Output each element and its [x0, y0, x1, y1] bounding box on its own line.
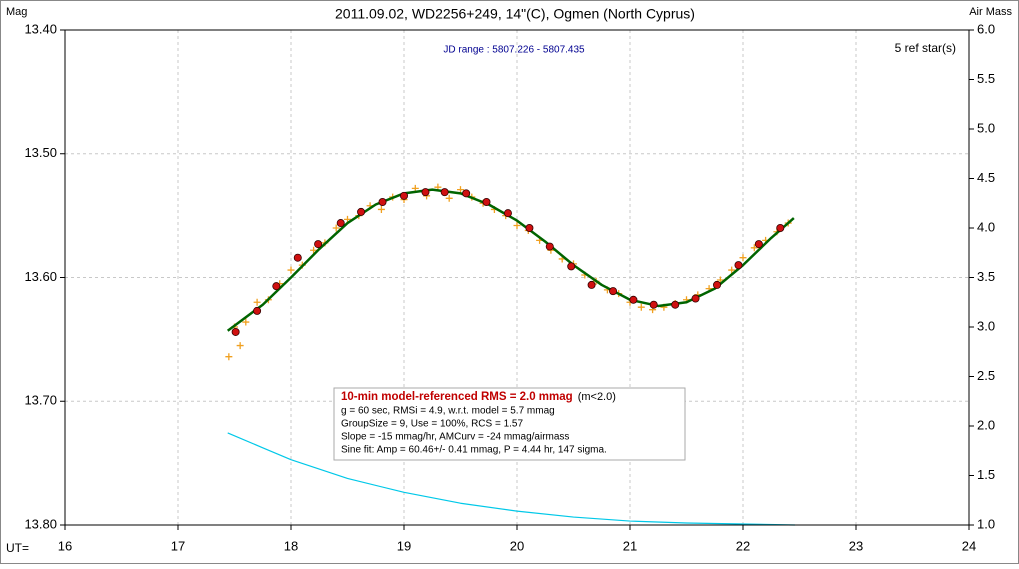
x-tick-label: 17 [171, 538, 185, 553]
info-line: g = 60 sec, RMSi = 4.9, w.r.t. model = 5… [341, 406, 555, 417]
raw-point [739, 254, 747, 262]
jd-range: JD range : 5807.226 - 5807.435 [443, 45, 585, 56]
x-tick-label: 23 [849, 538, 863, 553]
y2-tick-label: 1.5 [977, 467, 995, 482]
sine-fit [226, 188, 795, 332]
binned-point [545, 242, 554, 251]
binned-point [776, 223, 785, 232]
raw-point [253, 298, 261, 306]
binned-point [231, 327, 240, 336]
binned-point [272, 282, 281, 291]
y2-tick-label: 3.5 [977, 269, 995, 284]
y2-axis-label: Air Mass [969, 6, 1012, 18]
raw-point [310, 246, 318, 254]
raw-point [750, 244, 758, 252]
y2-tick-label: 4.0 [977, 219, 995, 234]
raw-point [377, 205, 385, 213]
binned-point [691, 294, 700, 303]
binned-point [399, 191, 408, 200]
y2-tick-label: 5.5 [977, 71, 995, 86]
raw-point [637, 303, 645, 311]
binned-point [587, 280, 596, 289]
info-headline-text: 10-min model-referenced RMS = 2.0 mmag [341, 391, 573, 403]
y-tick-label: 13.50 [24, 145, 57, 160]
binned-point [378, 198, 387, 207]
x-tick-label: 20 [510, 538, 524, 553]
y2-tick-label: 5.0 [977, 120, 995, 135]
x-axis-label: UT= [6, 541, 29, 555]
raw-point [445, 194, 453, 202]
binned-point [314, 240, 323, 249]
chart-title: 2011.09.02, WD2256+249, 14"(C), Ogmen (N… [335, 6, 695, 22]
binned-point [336, 219, 345, 228]
y2-tick-label: 4.5 [977, 170, 995, 185]
x-tick-label: 21 [623, 538, 637, 553]
y2-tick-label: 2.5 [977, 368, 995, 383]
binned-point [609, 287, 618, 296]
y-tick-label: 13.80 [24, 516, 57, 531]
info-headline: 10-min model-referenced RMS = 2.0 mmag (m… [341, 391, 616, 403]
info-box [333, 387, 686, 461]
info-line: Sine fit: Amp = 60.46+/- 0.41 mmag, P = … [341, 445, 607, 456]
y2-tick-label: 1.0 [977, 516, 995, 531]
raw-point [716, 276, 724, 284]
binned-point [734, 261, 743, 270]
raw-point [513, 222, 521, 230]
binned-point [462, 189, 471, 198]
raw-point [225, 353, 233, 361]
x-tick-label: 16 [58, 538, 72, 553]
binned-point [440, 188, 449, 197]
binned-point [253, 306, 262, 315]
y-tick-label: 13.40 [24, 21, 57, 36]
y-tick-label: 13.70 [24, 393, 57, 408]
info-line: GroupSize = 9, Use = 100%, RCS = 1.57 [341, 419, 523, 430]
y-tick-label: 13.60 [24, 269, 57, 284]
raw-point [242, 318, 250, 326]
info-headline-note: (m<2.0) [578, 391, 616, 403]
binned-point [503, 209, 512, 218]
binned-point [421, 188, 430, 197]
binned-point [629, 295, 638, 304]
plot-border [64, 29, 970, 526]
raw-point [457, 186, 464, 194]
binned-point [754, 240, 763, 249]
binned-point [357, 207, 366, 216]
x-tick-label: 18 [284, 538, 298, 553]
raw-point [236, 342, 244, 350]
binned-point [482, 198, 491, 207]
airmass-curve [227, 432, 795, 526]
binned-point [649, 300, 658, 309]
raw-point [332, 224, 340, 232]
info-line: Slope = -15 mmag/hr, AMCurv = -24 mmag/a… [341, 432, 569, 443]
raw-point [728, 266, 736, 274]
y2-tick-label: 3.0 [977, 318, 995, 333]
y2-tick-label: 2.0 [977, 417, 995, 432]
x-tick-label: 24 [962, 538, 976, 553]
raw-point [287, 266, 295, 274]
binned-point [293, 253, 302, 262]
ref-note: 5 ref star(s) [895, 41, 956, 55]
binned-point [713, 280, 722, 289]
x-tick-label: 22 [736, 538, 750, 553]
y2-tick-label: 6.0 [977, 21, 995, 36]
x-tick-label: 19 [397, 538, 411, 553]
binned-point [567, 262, 576, 271]
y-axis-label: Mag [6, 6, 27, 18]
binned-point [671, 300, 680, 309]
binned-point [525, 223, 534, 232]
